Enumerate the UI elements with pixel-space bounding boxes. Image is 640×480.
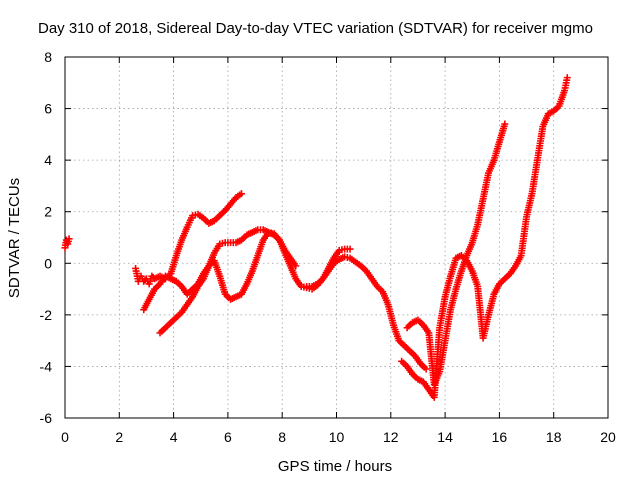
data-point [501, 120, 509, 128]
data-series [303, 245, 354, 290]
y-axis-title: SDTVAR / TECUs [6, 178, 23, 298]
data-series [156, 228, 300, 337]
x-tick-label: 14 [437, 429, 453, 445]
x-tick-label: 6 [224, 429, 232, 445]
x-tick-label: 8 [278, 429, 286, 445]
y-tick-label: 2 [44, 204, 52, 220]
x-tick-label: 2 [115, 429, 123, 445]
y-tick-label: -4 [40, 358, 53, 374]
data-series [403, 120, 509, 388]
y-tick-label: -6 [40, 410, 53, 426]
y-tick-label: 8 [44, 49, 52, 65]
data-point [292, 262, 300, 270]
data-series [132, 190, 245, 288]
x-tick-label: 18 [546, 429, 562, 445]
data-marks [61, 74, 571, 401]
data-series [61, 235, 73, 252]
y-tick-label: 4 [44, 152, 52, 168]
x-tick-label: 20 [600, 429, 616, 445]
axes: 0 2 4 6 8 10 12 14 16 18 20 -6 -4 -2 0 2 4 6 8 [40, 49, 616, 445]
x-tick-label: 4 [170, 429, 178, 445]
x-axis-title: GPS time / hours [278, 458, 392, 475]
x-tick-label: 12 [383, 429, 399, 445]
x-tick-label: 0 [61, 429, 69, 445]
x-tick-label: 10 [329, 429, 345, 445]
y-tick-label: 0 [44, 255, 52, 271]
y-tick-label: 6 [44, 101, 52, 117]
data-point [65, 235, 73, 243]
chart-title: Day 310 of 2018, Sidereal Day-to-day VTE… [38, 20, 593, 37]
x-tick-label: 16 [492, 429, 508, 445]
data-series [398, 74, 571, 401]
grid-lines [65, 57, 608, 418]
data-point [422, 365, 430, 373]
plot-frame [64, 56, 609, 419]
y-tick-label: -2 [40, 307, 53, 323]
data-point [563, 74, 571, 82]
data-point [237, 190, 245, 198]
data-point [346, 245, 354, 253]
